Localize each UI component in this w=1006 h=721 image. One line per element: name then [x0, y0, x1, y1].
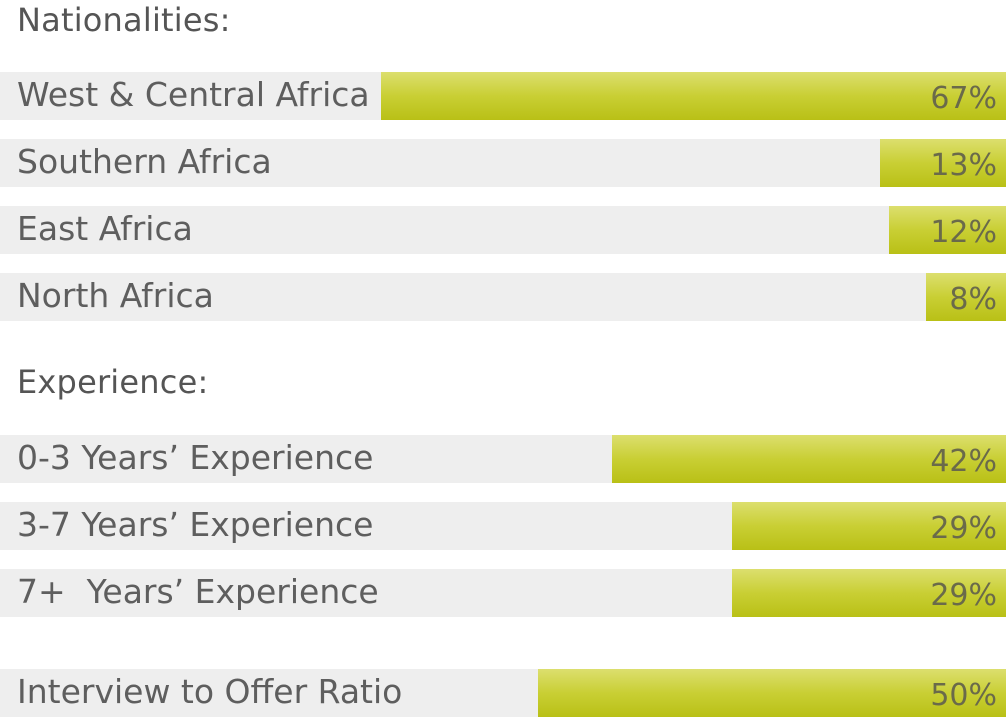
bar-track: Interview to Offer Ratio 50%	[0, 669, 1006, 717]
category-label: West & Central Africa	[17, 75, 370, 114]
value-label: 50%	[930, 678, 997, 713]
category-label: Interview to Offer Ratio	[17, 672, 403, 711]
bar	[538, 669, 1006, 717]
category-label: 3-7 Years’ Experience	[17, 505, 374, 544]
category-label: East Africa	[17, 209, 193, 248]
bar-track: 3-7 Years’ Experience 29%	[0, 502, 1006, 550]
bar-track: 0-3 Years’ Experience 42%	[0, 435, 1006, 483]
category-label: 7+ Years’ Experience	[17, 572, 379, 611]
bar-track: East Africa 12%	[0, 206, 1006, 254]
value-label: 42%	[930, 444, 997, 479]
bar	[880, 139, 1006, 187]
value-label: 67%	[930, 81, 997, 116]
value-label: 12%	[930, 215, 997, 250]
bar-track: 7+ Years’ Experience 29%	[0, 569, 1006, 617]
bar-track: Southern Africa 13%	[0, 139, 1006, 187]
section-title-0: Nationalities:	[17, 1, 231, 39]
bar	[732, 502, 1006, 550]
value-label: 29%	[930, 578, 997, 613]
category-label: Southern Africa	[17, 142, 272, 181]
category-label: 0-3 Years’ Experience	[17, 438, 374, 477]
bar	[889, 206, 1006, 254]
value-label: 8%	[949, 282, 997, 317]
bar	[732, 569, 1006, 617]
bar-track: North Africa 8%	[0, 273, 1006, 321]
category-label: North Africa	[17, 276, 214, 315]
bar	[381, 72, 1006, 120]
bar	[926, 273, 1006, 321]
value-label: 29%	[930, 511, 997, 546]
section-title-1: Experience:	[17, 363, 209, 401]
value-label: 13%	[930, 148, 997, 183]
bar	[612, 435, 1006, 483]
bar-track: West & Central Africa 67%	[0, 72, 1006, 120]
